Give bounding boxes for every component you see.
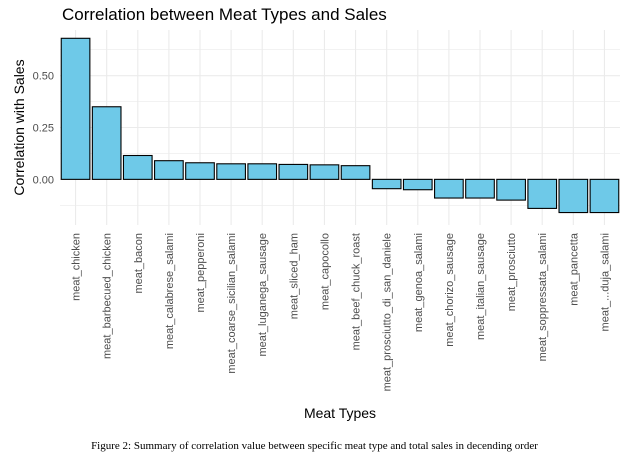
x-axis-title: Meat Types <box>304 405 376 421</box>
y-tick-label: 0.00 <box>33 174 54 186</box>
x-tick-label-meat_genoa_salami: meat_genoa_salami <box>413 233 425 332</box>
x-axis-ticks: meat_chicken meat_barbecued_chicken meat_b… <box>71 232 612 391</box>
bar-meat_pepperoni <box>185 162 215 180</box>
bar-meat_genoa_salami <box>402 178 433 191</box>
x-tick-label-meat_coarse_sicilian_salami: meat_coarse_sicilian_salami <box>226 233 238 374</box>
bar-chart: Correlation between Meat Types and Sales… <box>11 5 620 421</box>
chart-area: Correlation between Meat Types and Sales… <box>11 5 620 421</box>
chart-title: Correlation between Meat Types and Sales <box>62 5 387 24</box>
x-tick-label-meat_chicken: meat_chicken <box>71 233 83 301</box>
x-tick-label-meat_beef_chuck_roast: meat_beef_chuck_roast <box>351 233 363 350</box>
bar-meat_luganega_sausage <box>247 163 278 180</box>
x-tick-label-meat_prosciutto_di_san_daniele: meat_prosciutto_di_san_daniele <box>382 233 394 391</box>
x-tick-label-meat_luganega_sausage: meat_luganega_sausage <box>257 233 269 357</box>
bar-meat_chorizo_sausage <box>434 178 464 199</box>
x-tick-label-meat_pepperoni: meat_pepperoni <box>195 233 207 313</box>
y-axis-ticks: 0.00 0.25 0.50 <box>33 71 54 187</box>
x-tick-label-meat_sliced_ham: meat_sliced_ham <box>288 233 300 319</box>
x-tick-label-meat_barbecued_chicken: meat_barbecued_chicken <box>102 233 114 359</box>
bar-meat_...duja_salami <box>589 178 620 214</box>
bar-meat_capocollo <box>309 164 340 180</box>
bar-meat_prosciutto <box>496 178 526 201</box>
bar-meat_soppressata_salami <box>527 178 558 209</box>
x-tick-label-meat_pancetta: meat_pancetta <box>568 232 580 306</box>
bar-meat_prosciutto_di_san_daniele <box>371 178 402 190</box>
bar-meat_italian_sausage <box>465 178 495 199</box>
bar-meat_sliced_ham <box>278 163 309 180</box>
bar-meat_barbecued_chicken <box>91 106 122 180</box>
x-tick-label-meat_calabrese_salami: meat_calabrese_salami <box>164 233 176 349</box>
x-tick-label-meat_prosciutto: meat_prosciutto <box>506 233 518 311</box>
bars <box>60 37 620 214</box>
y-tick-label: 0.25 <box>33 123 54 135</box>
bar-meat_beef_chuck_roast <box>340 165 371 180</box>
bar-meat_coarse_sicilian_salami <box>216 163 246 180</box>
x-tick-label-meat_soppressata_salami: meat_soppressata_salami <box>537 233 549 361</box>
figure-caption: Figure 2: Summary of correlation value b… <box>91 440 538 452</box>
x-tick-label-meat_chorizo_sausage: meat_chorizo_sausage <box>444 233 456 347</box>
y-axis-title: Correlation with Sales <box>11 59 27 195</box>
bar-meat_calabrese_salami <box>154 160 184 180</box>
bar-meat_bacon <box>122 154 153 180</box>
x-tick-label-meat_...duja_salami: meat_...duja_salami <box>599 233 611 331</box>
bar-meat_chicken <box>60 37 91 180</box>
y-tick-label: 0.50 <box>33 71 54 83</box>
x-tick-label-meat_italian_sausage: meat_italian_sausage <box>475 233 487 340</box>
bar-meat_pancetta <box>558 178 589 214</box>
x-tick-label-meat_capocollo: meat_capocollo <box>319 233 331 310</box>
x-tick-label-meat_bacon: meat_bacon <box>133 233 145 294</box>
